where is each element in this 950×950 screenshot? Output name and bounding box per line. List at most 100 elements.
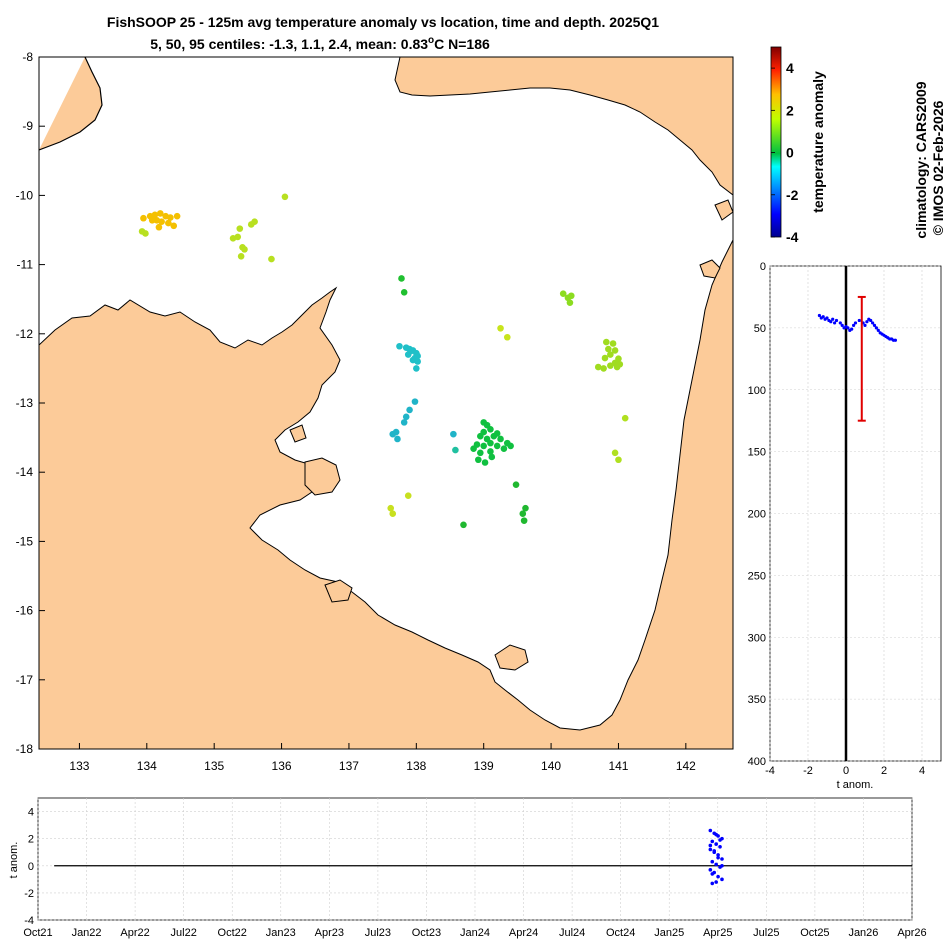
time-point bbox=[718, 845, 722, 849]
map-ytick-label: -14 bbox=[16, 465, 34, 479]
map-point bbox=[493, 442, 501, 450]
map-ytick-label: -10 bbox=[16, 188, 34, 202]
time-point bbox=[718, 838, 722, 842]
depth-ytick-label: 250 bbox=[748, 570, 766, 582]
subtitle-degree: o bbox=[428, 35, 434, 46]
time-point bbox=[714, 832, 718, 837]
colorbar-tick-label: -2 bbox=[786, 187, 799, 203]
map-xtick-label: 142 bbox=[676, 759, 696, 773]
map-point bbox=[487, 448, 494, 455]
map-point bbox=[251, 218, 258, 225]
time-ytick-label: 4 bbox=[28, 807, 34, 819]
cluster-139.1E-13.6S bbox=[470, 419, 514, 466]
map-xtick-label: 137 bbox=[339, 759, 359, 773]
map-point bbox=[460, 521, 467, 529]
colorbar-tick-label: 4 bbox=[786, 60, 794, 76]
map-point bbox=[601, 354, 609, 362]
map-point bbox=[389, 510, 397, 518]
map-point bbox=[142, 230, 149, 237]
map-point bbox=[497, 324, 504, 332]
depth-point bbox=[865, 320, 869, 324]
map-ytick-label: -8 bbox=[22, 50, 33, 64]
map-point bbox=[507, 442, 514, 450]
map-point bbox=[413, 365, 420, 372]
time-xtick-label: Jan23 bbox=[266, 927, 296, 939]
map-ytick-label: -12 bbox=[16, 327, 34, 341]
time-xtick-label: Oct25 bbox=[800, 927, 829, 939]
map-points bbox=[138, 193, 629, 529]
depth-xtick-label: 4 bbox=[919, 765, 925, 777]
map-point bbox=[165, 219, 172, 227]
map-point bbox=[236, 225, 244, 232]
time-point bbox=[716, 855, 720, 860]
time-xtick-label: Jan24 bbox=[460, 927, 490, 939]
cluster-137.8E-13.4S bbox=[389, 398, 457, 443]
map-point bbox=[452, 446, 459, 454]
time-ticks: Oct21 Jan22 Apr22 Jul22 Oct22 Jan23 Apr23 Jul23… bbox=[23, 807, 926, 939]
map-point bbox=[480, 442, 487, 450]
time-xtick-label: Oct21 bbox=[23, 927, 52, 939]
map-point bbox=[600, 365, 607, 372]
map-xtick-label: 136 bbox=[272, 759, 292, 773]
time-ytick-label: 2 bbox=[28, 834, 34, 846]
climatology-note: climatology: CARS2009 bbox=[913, 81, 929, 238]
map-xtick-label: 140 bbox=[541, 759, 561, 773]
depth-grid bbox=[769, 265, 941, 762]
map-point bbox=[407, 347, 415, 355]
depth-point bbox=[821, 315, 825, 319]
depth-point bbox=[872, 323, 877, 327]
depth-point bbox=[874, 326, 879, 330]
map-point bbox=[140, 214, 147, 222]
time-point bbox=[712, 849, 717, 853]
depth-xtick-label: 2 bbox=[881, 765, 887, 777]
island-small-4 bbox=[714, 199, 733, 221]
map-point bbox=[512, 481, 520, 488]
map-point bbox=[411, 398, 419, 405]
time-point bbox=[708, 847, 713, 852]
map-point bbox=[470, 445, 477, 452]
time-point bbox=[716, 874, 720, 879]
map-point bbox=[487, 439, 494, 447]
map-point bbox=[158, 218, 165, 225]
colorbar-tick-label: -4 bbox=[786, 229, 799, 245]
time-xtick-label: Apr24 bbox=[509, 927, 538, 939]
map-xtick-label: 135 bbox=[204, 759, 224, 773]
map-point bbox=[148, 217, 156, 224]
map-point bbox=[396, 342, 403, 350]
depth-points bbox=[817, 266, 898, 761]
map-point bbox=[389, 430, 397, 438]
depth-ytick-label: 0 bbox=[760, 261, 766, 273]
depth-xtick-label: -2 bbox=[803, 765, 813, 777]
map-point bbox=[621, 414, 629, 422]
depth-point bbox=[846, 326, 850, 330]
map-point bbox=[450, 430, 457, 438]
time-ylabel: t anom. bbox=[8, 842, 20, 879]
time-xtick-label: Jul24 bbox=[559, 927, 585, 939]
map-point bbox=[156, 210, 164, 217]
map-point bbox=[609, 340, 617, 347]
cluster-135.4E-10.6S bbox=[138, 193, 289, 263]
map-point bbox=[151, 211, 159, 219]
depth-point bbox=[840, 323, 844, 327]
map-point bbox=[594, 363, 602, 371]
depth-ticks: 0 50 100 150 200 250 300 350 400-4 -2 0 2 4 bbox=[748, 261, 925, 777]
depth-ytick-label: 50 bbox=[754, 323, 766, 335]
map-point bbox=[241, 246, 248, 253]
time-point bbox=[716, 853, 720, 857]
colorbar-tick-label: 0 bbox=[786, 145, 794, 161]
cluster-139.3E-12S bbox=[497, 324, 511, 341]
map-point bbox=[566, 299, 574, 306]
map-ytick-label: -15 bbox=[16, 534, 34, 548]
map-point bbox=[394, 435, 401, 443]
map-point bbox=[611, 449, 619, 457]
time-xtick-label: Apr23 bbox=[315, 927, 344, 939]
map-title: FishSOOP 25 - 125m avg temperature anoma… bbox=[107, 14, 659, 30]
island-small-1 bbox=[324, 579, 353, 603]
map-point bbox=[520, 517, 528, 524]
depth-point bbox=[863, 323, 867, 327]
map-point bbox=[615, 456, 622, 464]
map-point bbox=[503, 333, 511, 341]
time-ytick-label: -2 bbox=[24, 888, 34, 900]
cluster-138.6E-13.7S bbox=[452, 446, 459, 454]
